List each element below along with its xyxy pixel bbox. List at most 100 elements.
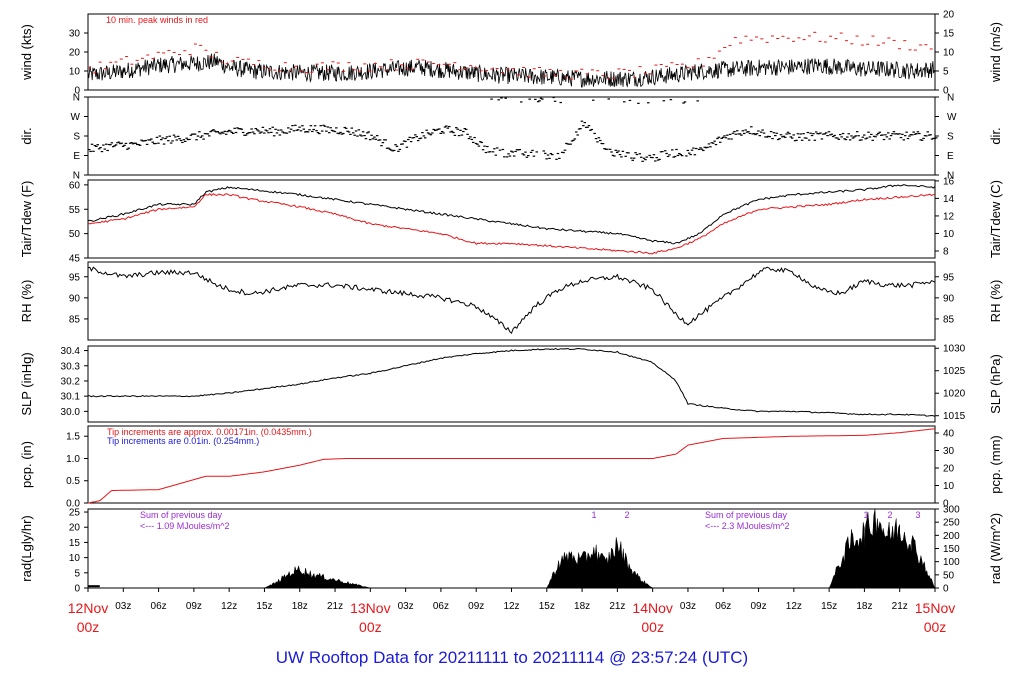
series-temp-tair [87,184,936,245]
y-tick-label-right: 12 [943,211,955,222]
panel-frame [87,345,936,423]
y-axis-label: dir. [19,127,34,144]
x-day-hour-label: 00z [641,619,664,635]
x-tick-label: 09z [750,601,766,612]
y-tick-label: 10 [69,67,81,78]
y-tick-label-right: 100 [943,557,960,568]
series-slp [87,347,936,417]
x-tick-label: 18z [856,601,872,612]
y-tick-label-right: 85 [943,314,955,325]
y-axis-label: rad(Lgly/hr) [19,515,34,581]
y-tick-label-right: 15 [943,29,955,40]
rad-peak-marker: 1 [591,510,596,520]
y-tick-label: N [73,171,80,182]
y-tick-label-right: 0 [943,86,949,97]
pcp-note-blue: Tip increments are 0.01in. (0.254mm.) [107,436,259,446]
y-tick-label-right: N [947,171,954,182]
y-tick-label-right: 8 [943,246,949,257]
y-tick-label-right: 90 [943,293,955,304]
y-tick-label-right: 0 [943,499,949,510]
panel-rh [84,261,939,341]
y-tick-label: 1.5 [66,432,80,443]
y-tick-label-right: 1020 [943,389,966,400]
series-rad-area [264,508,936,589]
x-day-label: 13Nov [350,600,390,616]
y-axis-label: Tair/Tdew (F) [19,181,34,258]
x-tick-label: 21z [609,601,625,612]
y-tick-label: N [73,93,80,104]
y-axis-label-right: RH (%) [988,280,1003,323]
footer-title: UW Rooftop Data for 20211111 to 20211114… [275,648,749,667]
panel-frame [87,96,936,176]
panel-frame [87,425,936,504]
y-axis-label-right: wind (m/s) [988,22,1003,83]
panel-wind [84,13,939,91]
x-tick-label: 06z [715,601,731,612]
panel-frame [87,261,936,341]
y-tick-label: 20 [69,48,81,59]
y-axis-label-right: pcp. (mm) [988,435,1003,494]
y-tick-label-right: 1030 [943,344,966,355]
y-tick-label: 10 [69,553,81,564]
x-tick-label: 15z [256,601,272,612]
y-tick-label-right: 250 [943,518,960,529]
x-tick-label: 21z [327,601,343,612]
y-tick-label: 0 [74,86,80,97]
y-tick-label-right: 20 [943,10,955,21]
y-tick-label-right: E [947,151,954,162]
y-tick-label: 85 [69,314,81,325]
y-tick-label-right: 200 [943,531,960,542]
y-tick-label-right: 10 [943,481,955,492]
y-axis-label-right: SLP (hPa) [988,354,1003,414]
y-tick-label: 30.4 [61,346,81,357]
rad-peak-marker: 2 [624,510,629,520]
y-axis-label: RH (%) [19,280,34,323]
y-tick-label: 55 [69,205,81,216]
x-tick-label: 15z [821,601,837,612]
y-tick-label: 1.0 [66,454,80,465]
y-tick-label-right: 1025 [943,366,966,377]
x-tick-label: 18z [292,601,308,612]
y-axis-label-right: Tair/Tdew (C) [988,180,1003,258]
y-tick-label: 95 [69,272,81,283]
y-tick-label-right: 20 [943,464,955,475]
y-tick-label: 30 [69,29,81,40]
y-tick-label: 30.3 [61,361,81,372]
x-tick-label: 09z [186,601,202,612]
x-tick-label: 03z [115,601,131,612]
x-tick-label: 09z [468,601,484,612]
y-tick-label-right: 10 [943,48,955,59]
x-day-label: 15Nov [915,600,955,616]
x-tick-label: 06z [151,601,167,612]
rad-sum-label: Sum of previous day [140,510,223,520]
rad-sum-value: <--- 2.3 MJoules/m^2 [705,521,790,531]
y-tick-label: E [73,151,80,162]
y-tick-label: 30.1 [61,392,81,403]
y-tick-label: 0.0 [66,499,80,510]
y-tick-label-right: 300 [943,505,960,516]
x-tick-label: 12z [786,601,802,612]
panel-frame [87,179,936,259]
y-tick-label: 15 [69,538,81,549]
y-tick-label-right: 14 [943,194,955,205]
y-tick-label-right: 1015 [943,411,966,422]
y-tick-label: 45 [69,254,81,265]
panel-temp [84,179,939,259]
y-tick-label: 25 [69,508,81,519]
y-tick-label-right: W [947,112,957,123]
rad-sum-value: <--- 1.09 MJoules/m^2 [140,521,230,531]
panel-slp [84,345,939,423]
panel-pcp [84,425,939,504]
y-tick-label: 0 [74,584,80,595]
y-tick-label: 30.2 [61,376,81,387]
y-tick-label-right: 16 [943,176,955,187]
y-tick-label-right: 30 [943,446,955,457]
y-axis-label: wind (kts) [19,24,34,81]
y-tick-label-right: 150 [943,544,960,555]
y-axis-label: SLP (inHg) [19,352,34,415]
x-axis [87,588,936,592]
y-tick-label: 90 [69,293,81,304]
rad-peak-marker: 2 [887,510,892,520]
y-tick-label: 50 [69,229,81,240]
